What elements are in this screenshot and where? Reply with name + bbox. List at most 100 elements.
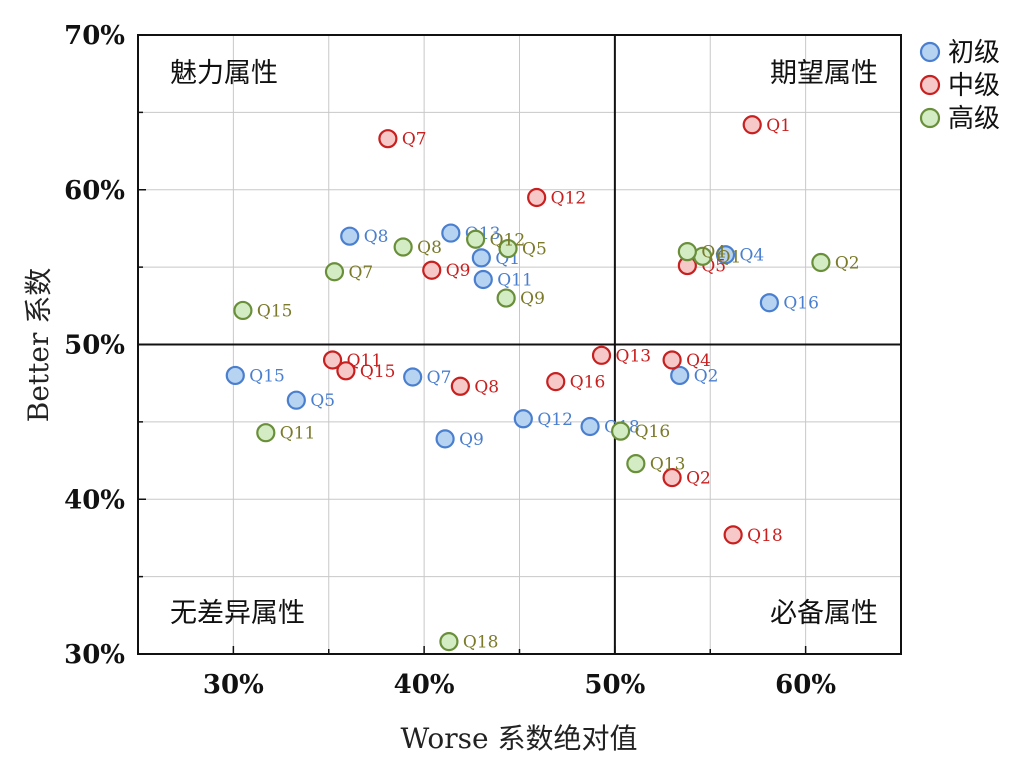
point-label: Q8 (417, 238, 442, 258)
point-label: Q15 (257, 301, 293, 321)
x-tick-label: 30% (203, 670, 264, 700)
legend-marker (919, 41, 941, 63)
point-label: Q2 (835, 253, 860, 273)
x-axis-label: Worse 系数绝对值 (401, 722, 638, 755)
axis-ticks: 30% 40% 50% 60% 30% 40% 50% 60% 70% (64, 21, 902, 700)
point-label: Q15 (360, 362, 396, 382)
point-label: Q2 (694, 366, 719, 386)
data-point (233, 300, 253, 321)
point-label: Q4 (701, 243, 726, 263)
point-label: Q9 (459, 430, 484, 450)
data-point (322, 350, 343, 370)
point-label: Q13 (650, 455, 686, 475)
data-point (225, 365, 245, 386)
point-label: Q2 (686, 469, 711, 489)
legend-label: 中级 (948, 71, 1000, 101)
data-point (662, 467, 682, 488)
point-label: Q12 (551, 188, 587, 208)
y-axis-label: Better 系数 (22, 268, 55, 423)
point-label: Q16 (635, 422, 671, 442)
data-point (466, 229, 486, 249)
point-label: Q11 (280, 424, 316, 444)
data-points: Q1Q2Q4Q5Q7Q8Q9Q11Q12Q13Q15Q16Q18Q1Q2Q4Q5… (225, 115, 860, 653)
data-point (471, 248, 491, 268)
data-point (336, 361, 356, 381)
data-point (527, 187, 547, 208)
data-point (546, 372, 566, 392)
data-point (811, 252, 831, 273)
data-point (422, 260, 442, 280)
data-point (591, 345, 612, 365)
x-tick-label: 60% (775, 670, 836, 700)
point-label: Q15 (249, 366, 285, 386)
legend-label: 高级 (948, 104, 1000, 134)
point-label: Q9 (520, 289, 545, 309)
data-point (626, 454, 646, 474)
quadrant-label-bottom-left: 无差异属性 (170, 598, 305, 629)
y-tick-label: 30% (64, 640, 125, 670)
data-point (450, 376, 470, 396)
point-label: Q11 (347, 351, 383, 371)
point-label: Q7 (348, 263, 373, 283)
data-point (473, 269, 493, 290)
data-point (256, 423, 276, 443)
data-point (439, 632, 459, 652)
data-point (496, 288, 516, 308)
point-label: Q16 (570, 373, 606, 393)
point-label: Q18 (747, 526, 783, 546)
legend-marker (919, 74, 941, 96)
point-label: Q16 (783, 294, 819, 314)
legend-label: 初级 (948, 38, 1000, 68)
quadrant-label-top-left: 魅力属性 (170, 58, 278, 89)
point-label: Q5 (310, 391, 335, 411)
y-tick-label: 60% (64, 176, 125, 206)
point-label: Q9 (446, 261, 471, 281)
data-point (393, 237, 413, 257)
point-label: Q11 (497, 271, 533, 291)
data-point (324, 262, 345, 282)
data-point (286, 390, 306, 410)
data-point (759, 293, 779, 313)
point-label: Q18 (463, 633, 499, 653)
data-point (715, 245, 736, 265)
point-label: Q7 (427, 368, 452, 388)
x-tick-label: 50% (584, 670, 645, 700)
point-label: Q12 (537, 410, 573, 430)
x-tick-label: 40% (394, 670, 455, 700)
data-point (498, 238, 518, 259)
quadrant-label-bottom-right: 必备属性 (770, 598, 878, 629)
data-point (610, 421, 631, 441)
point-label: Q8 (364, 227, 389, 247)
point-label: Q8 (474, 377, 499, 397)
data-point (441, 223, 461, 243)
point-label: Q4 (686, 351, 711, 371)
data-point (677, 242, 697, 262)
data-point (403, 367, 423, 387)
point-label: Q12 (490, 230, 526, 250)
quadrant-dividers (138, 35, 901, 654)
data-point (513, 409, 533, 429)
point-label: Q4 (740, 246, 765, 266)
y-tick-label: 70% (64, 21, 125, 51)
y-tick-label: 50% (64, 331, 125, 361)
point-label: Q1 (766, 116, 791, 136)
legend-marker (919, 107, 941, 129)
point-label: Q13 (616, 346, 652, 366)
point-label: Q7 (402, 130, 427, 150)
data-point (340, 226, 360, 246)
point-label: Q1 (717, 247, 742, 267)
y-tick-label: 40% (64, 485, 125, 515)
data-point (580, 416, 600, 437)
data-point (723, 525, 743, 545)
data-point (378, 129, 398, 149)
data-point (742, 115, 762, 135)
data-point (435, 429, 455, 449)
data-point (670, 365, 690, 386)
data-point (662, 350, 682, 370)
quadrant-label-top-right: 期望属性 (770, 58, 878, 89)
point-label: Q5 (522, 240, 547, 260)
